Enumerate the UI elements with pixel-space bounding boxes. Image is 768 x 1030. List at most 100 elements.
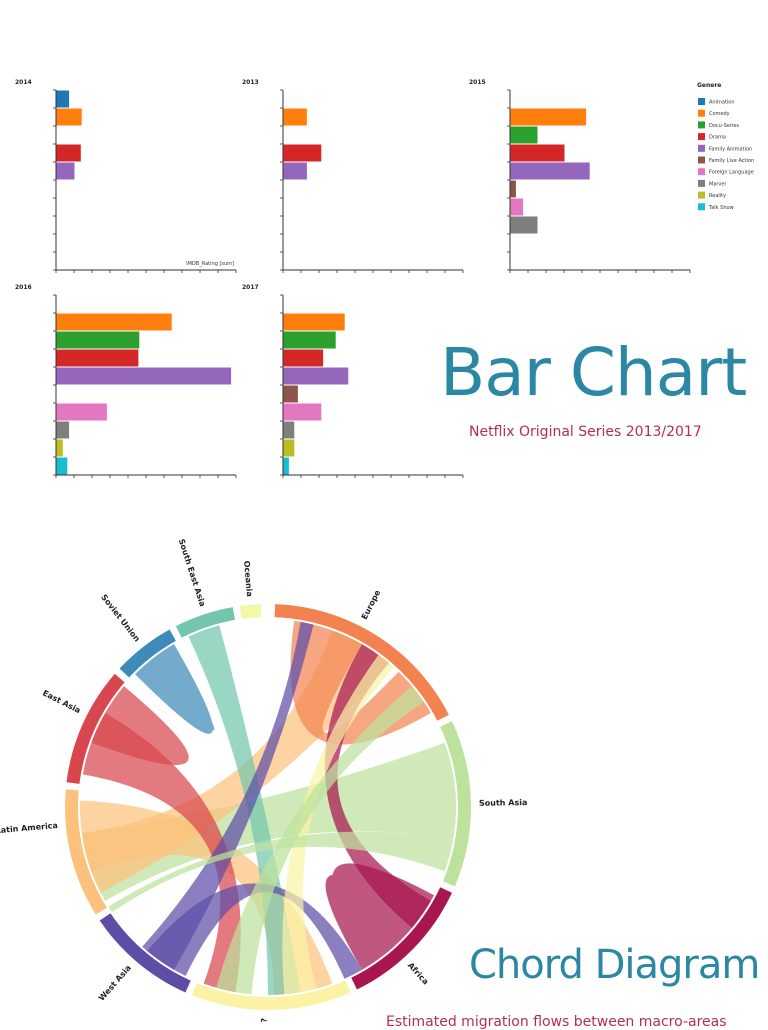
legend-swatch bbox=[698, 179, 705, 187]
legend-label: Foreign Language bbox=[709, 170, 754, 176]
panel-title: 2014 bbox=[15, 79, 32, 86]
bar bbox=[283, 439, 295, 457]
region-arc bbox=[65, 789, 107, 915]
bar bbox=[283, 367, 349, 385]
legend-swatch bbox=[698, 156, 705, 164]
chord-diagram-subtitle: Estimated migration flows between macro-… bbox=[386, 1014, 727, 1030]
bar bbox=[283, 349, 324, 367]
legend-label: Family Animation bbox=[709, 146, 752, 152]
region-label: Latin America bbox=[0, 821, 58, 835]
bar-panel: 2016 bbox=[15, 284, 237, 478]
legend-label: Animation bbox=[709, 100, 735, 106]
bar bbox=[283, 331, 336, 349]
legend-swatch bbox=[698, 121, 705, 129]
ribbon bbox=[82, 713, 241, 993]
legend-label: Reality bbox=[709, 193, 726, 199]
region-arc bbox=[239, 604, 262, 619]
bar bbox=[283, 162, 307, 180]
bar-chart-panels: 2014 IMDB_Rating [sum] 2013 2015 2016 2017 Gen… bbox=[15, 79, 754, 478]
legend-swatch bbox=[698, 144, 705, 152]
panel-title: 2017 bbox=[242, 284, 259, 291]
panel-title: 2015 bbox=[469, 79, 486, 86]
ribbon bbox=[188, 625, 301, 995]
ribbons bbox=[80, 620, 457, 995]
ribbon bbox=[91, 686, 189, 766]
ribbon bbox=[216, 686, 424, 995]
region-label: Oceania bbox=[242, 560, 254, 597]
region-arc bbox=[175, 607, 236, 638]
region-arc bbox=[191, 980, 351, 1010]
bar-panel: 2013 bbox=[242, 79, 464, 273]
legend-swatch bbox=[698, 109, 705, 117]
bar bbox=[510, 180, 516, 198]
chord-diagram: Europe South Asia Africa? West Asia Latin Am… bbox=[0, 538, 528, 1023]
bar bbox=[283, 313, 345, 331]
bar bbox=[56, 367, 232, 385]
region-label: West Asia bbox=[97, 963, 133, 1002]
ribbon bbox=[81, 742, 457, 901]
bar bbox=[56, 457, 68, 475]
region-arc bbox=[119, 629, 176, 678]
bar bbox=[283, 385, 298, 403]
bar bbox=[56, 349, 139, 367]
ribbon bbox=[135, 644, 215, 734]
bar bbox=[56, 90, 70, 108]
region-arc bbox=[274, 604, 449, 721]
bar bbox=[283, 144, 322, 162]
panel-title: 2016 bbox=[15, 284, 32, 291]
region-arc bbox=[351, 887, 452, 990]
legend-swatch bbox=[698, 203, 705, 211]
bar-panel: 2017 bbox=[242, 284, 464, 478]
legend-label: Marvel bbox=[709, 181, 726, 187]
legend-label: Family Live Action bbox=[709, 158, 754, 164]
bar bbox=[283, 403, 322, 421]
x-axis-label: IMDB_Rating [sum] bbox=[186, 261, 234, 267]
bar bbox=[56, 162, 75, 180]
bar-panel: 2015 bbox=[469, 79, 691, 273]
legend-swatch bbox=[698, 168, 705, 176]
bar bbox=[510, 162, 590, 180]
bar bbox=[56, 331, 140, 349]
bar-chart-subtitle: Netflix Original Series 2013/2017 bbox=[469, 424, 702, 440]
legend: Genere Animation Comedy Docu-Series Drama Fam… bbox=[697, 82, 754, 211]
region-label: Europe bbox=[360, 588, 383, 621]
bar bbox=[510, 126, 538, 144]
region-label: South East Asia bbox=[177, 538, 207, 608]
region-arc bbox=[99, 913, 191, 993]
region-arc bbox=[66, 673, 125, 784]
bar bbox=[283, 457, 289, 475]
region-arc bbox=[440, 721, 472, 887]
bar bbox=[56, 421, 70, 439]
legend-label: Talk Show bbox=[708, 205, 734, 211]
bar bbox=[510, 216, 538, 234]
ribbon bbox=[108, 831, 454, 913]
region-label: ? bbox=[260, 1018, 269, 1023]
bar-panel: 2014 IMDB_Rating [sum] bbox=[15, 79, 237, 273]
bar bbox=[510, 108, 587, 126]
panel-title: 2013 bbox=[242, 79, 259, 86]
region-label: East Asia bbox=[41, 688, 82, 715]
bar bbox=[56, 313, 172, 331]
bar bbox=[56, 108, 82, 126]
legend-label: Drama bbox=[709, 135, 726, 141]
bar-chart-title: Bar Chart bbox=[440, 334, 747, 411]
bar bbox=[510, 198, 524, 216]
legend-swatch bbox=[698, 98, 705, 105]
region-label: Soviet Union bbox=[99, 593, 142, 644]
legend-swatch bbox=[698, 191, 705, 199]
region-label: South Asia bbox=[479, 798, 528, 808]
chord-diagram-title: Chord Diagram bbox=[469, 942, 760, 988]
legend-swatch bbox=[698, 133, 705, 141]
legend-label: Comedy bbox=[709, 111, 730, 117]
legend-label: Docu-Series bbox=[709, 123, 739, 129]
region-label: Africa bbox=[406, 961, 430, 987]
bar bbox=[510, 144, 565, 162]
bar bbox=[56, 144, 81, 162]
bar bbox=[283, 421, 295, 439]
region-arcs bbox=[65, 604, 472, 1010]
bar bbox=[283, 108, 307, 126]
ribbon bbox=[142, 621, 314, 970]
bar bbox=[56, 439, 63, 457]
bar bbox=[56, 403, 107, 421]
legend-title: Genere bbox=[697, 82, 721, 89]
